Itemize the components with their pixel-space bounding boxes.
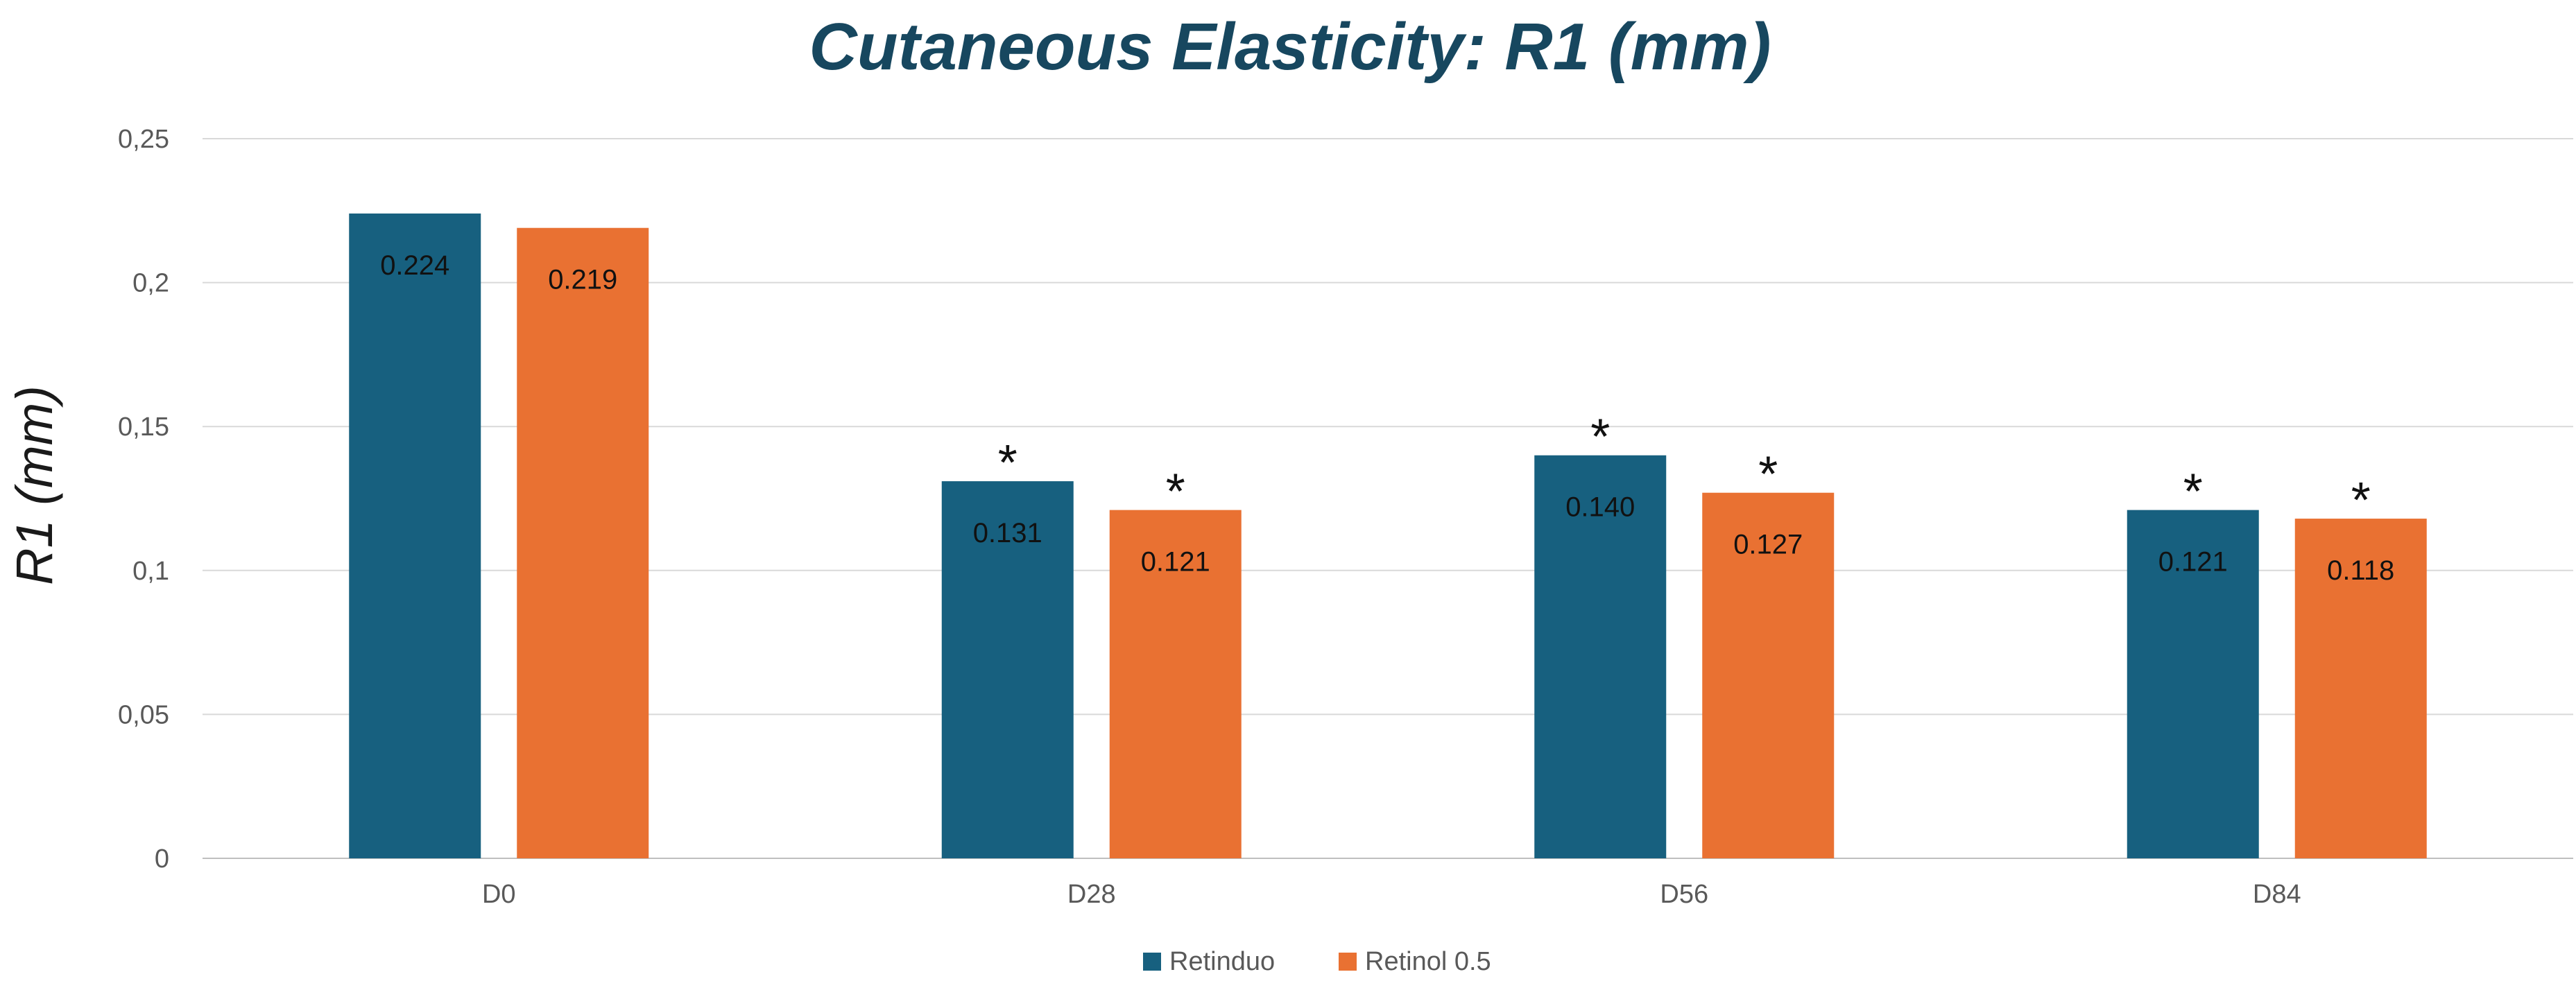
bar (2294, 519, 2427, 858)
data-label: 0.219 (548, 265, 617, 295)
x-category-label: D84 (2253, 880, 2301, 909)
data-label: 0.131 (973, 518, 1042, 548)
bars: 0.224 0.219 0.131 * 0.121 * 0.140 * 0.127 * 0.121 *… (349, 213, 2427, 858)
y-tick-label: 0,05 (118, 700, 169, 729)
significance-marker: * (1758, 447, 1778, 503)
bar (1109, 510, 1242, 858)
legend-swatch (1339, 953, 1357, 971)
legend-label: Retinduo (1169, 947, 1275, 976)
x-category-labels: D0 D28 D56 D84 (482, 880, 2301, 909)
legend-label: Retinol 0.5 (1365, 947, 1491, 976)
bar (1702, 492, 1835, 858)
y-tick-label: 0 (155, 844, 169, 874)
x-category-label: D28 (1067, 880, 1116, 909)
bar (1534, 455, 1667, 858)
significance-marker: * (998, 435, 1017, 491)
data-label: 0.224 (380, 250, 449, 281)
bar (517, 227, 649, 858)
data-label: 0.140 (1565, 492, 1635, 523)
legend-swatch (1143, 953, 1161, 971)
y-tick-labels: 0 0,05 0,1 0,15 0,2 0,25 (118, 125, 169, 874)
data-label: 0.127 (1733, 530, 1803, 560)
x-category-label: D0 (482, 880, 516, 909)
legend: Retinduo Retinol 0.5 (1143, 947, 1491, 976)
significance-marker: * (1166, 465, 1185, 520)
data-label: 0.121 (1141, 547, 1210, 578)
y-tick-label: 0,25 (118, 125, 169, 154)
y-tick-label: 0,1 (132, 557, 169, 586)
y-axis-label: R1 (mm) (6, 385, 63, 585)
bar (941, 481, 1074, 858)
y-tick-label: 0,2 (132, 269, 169, 298)
y-tick-label: 0,15 (118, 413, 169, 442)
x-category-label: D56 (1660, 880, 1708, 909)
significance-marker: * (2351, 473, 2371, 528)
data-label: 0.118 (2327, 555, 2394, 586)
data-label: 0.121 (2158, 547, 2228, 578)
significance-marker: * (1590, 410, 1610, 465)
bar (349, 213, 481, 858)
chart-title: Cutaneous Elasticity: R1 (mm) (809, 10, 1771, 84)
bar (2127, 510, 2259, 858)
significance-marker: * (2183, 465, 2203, 520)
